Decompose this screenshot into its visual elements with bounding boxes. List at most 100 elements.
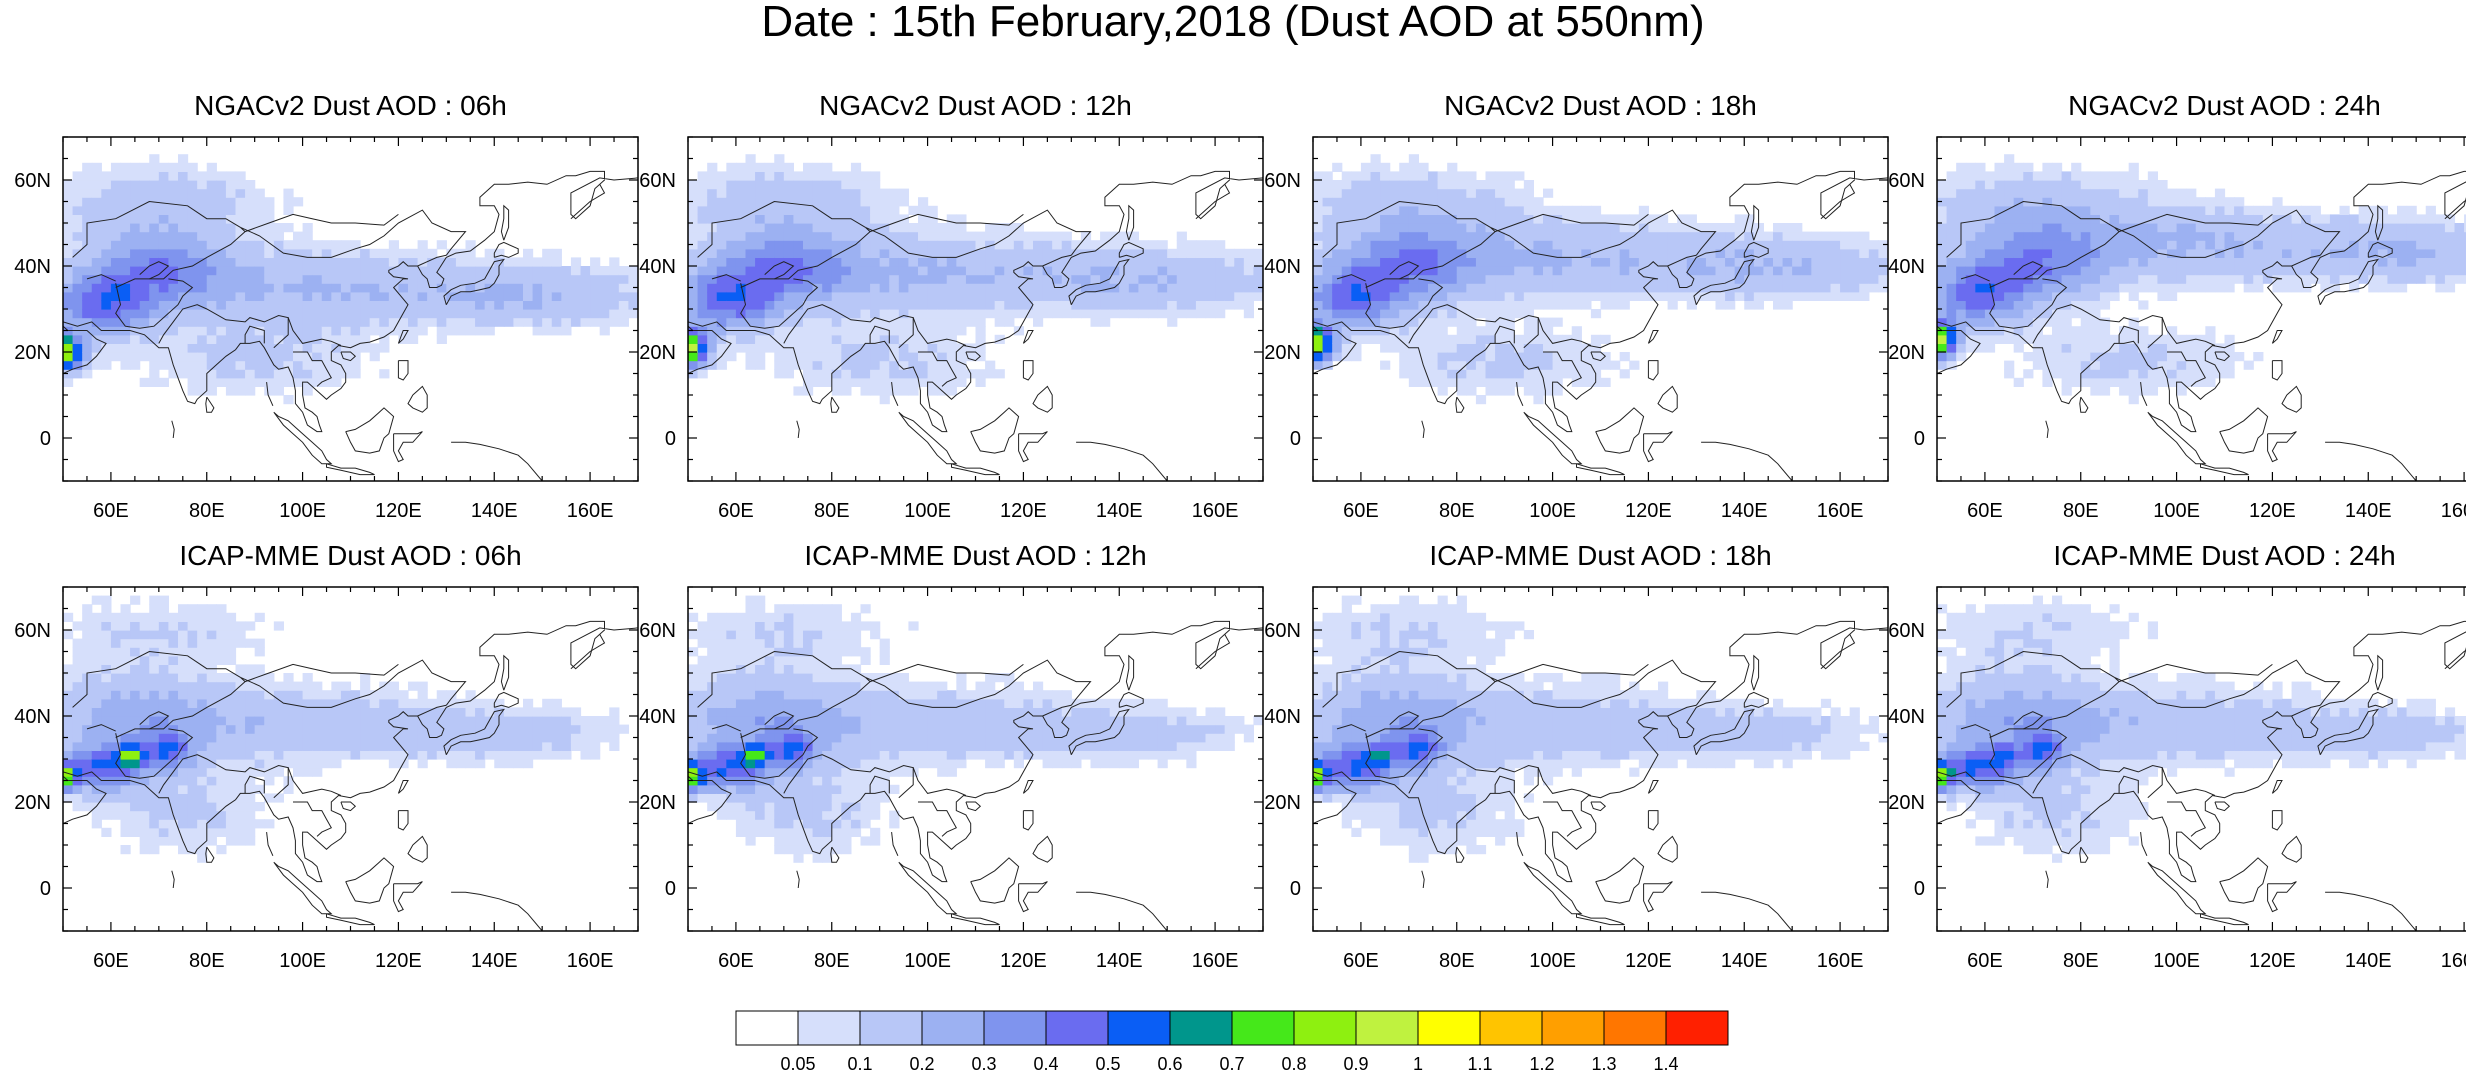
colorbar-swatch (921, 1010, 985, 1046)
coastline (1750, 654, 1760, 691)
lon-tick-label: 80E (189, 950, 225, 972)
coastline (340, 351, 357, 362)
coastline (965, 801, 982, 812)
panel-title: NGACv2 Dust AOD : 18h (1444, 90, 1757, 121)
coastline (1322, 650, 1491, 708)
aod-field (688, 587, 1263, 931)
coastline (2140, 382, 2148, 407)
panel-title: ICAP-MME Dust AOD : 12h (804, 540, 1147, 571)
lon-tick-label: 120E (2249, 950, 2296, 972)
aod-field (1313, 587, 1888, 931)
coastline (2291, 704, 2321, 717)
lat-tick-label: 0 (665, 428, 676, 450)
coastline (266, 382, 274, 407)
coastline (697, 650, 866, 708)
lon-tick-label: 120E (375, 500, 422, 522)
coastline (1068, 258, 1131, 305)
coastline (340, 801, 357, 812)
coastline (951, 913, 1000, 926)
lon-tick-label: 80E (1439, 500, 1475, 522)
coastline (493, 241, 519, 258)
colorbar-label: 0.3 (971, 1054, 996, 1071)
lon-tick-label: 80E (2063, 950, 2099, 972)
lon-tick-label: 100E (279, 500, 326, 522)
colorbar-swatch (1479, 1010, 1543, 1046)
coastline (764, 711, 795, 730)
coastline (1543, 351, 1583, 387)
map-panel-ngac-06h: 60E 80E 100E 120E 140E 160E 0 20N 40N 60N (14, 136, 639, 522)
coastline (2200, 913, 2249, 926)
coastline (2161, 317, 2216, 346)
coastline (1590, 351, 1607, 362)
coastline (1647, 810, 1659, 831)
lon-tick-label: 100E (904, 950, 951, 972)
coastline (1076, 891, 1168, 931)
coastline (244, 213, 399, 233)
coastline (623, 930, 624, 931)
coastline (1590, 801, 1607, 812)
panel-title: ICAP-MME Dust AOD : 06h (179, 540, 522, 571)
coastline (1421, 420, 1425, 439)
lon-tick-label: 60E (1967, 950, 2003, 972)
lon-tick-label: 120E (1625, 500, 1672, 522)
panel-title: ICAP-MME Dust AOD : 24h (2053, 540, 2396, 571)
coastline (2374, 204, 2384, 241)
coastline (2118, 775, 2139, 794)
coastline (1365, 278, 1444, 329)
panel-title: NGACv2 Dust AOD : 12h (819, 90, 1132, 121)
coastline (1068, 708, 1131, 755)
coastline (2267, 431, 2297, 463)
coastline (697, 200, 866, 258)
coastline (1937, 170, 2466, 433)
coastline (2032, 754, 2163, 799)
coastline (869, 663, 1024, 683)
coastline (1643, 431, 1673, 463)
coastline (1248, 480, 1249, 481)
coastline (688, 170, 1263, 433)
coastline (407, 835, 428, 863)
coastline (244, 663, 399, 683)
coastline (688, 309, 732, 374)
coastline (1960, 274, 1990, 282)
coastline (1701, 891, 1793, 931)
coastline (1523, 411, 1583, 465)
lon-tick-label: 100E (2153, 950, 2200, 972)
coastline (912, 767, 967, 796)
coastline (451, 891, 543, 931)
coastline (500, 654, 510, 691)
coastline (740, 728, 819, 779)
coastline (1408, 304, 1539, 349)
coastline (764, 261, 795, 280)
coastline (2271, 810, 2283, 831)
colorbar-label: 0.6 (1157, 1054, 1182, 1071)
coastline (796, 420, 800, 439)
coastline (1693, 258, 1756, 305)
coastline (443, 258, 506, 305)
coastline (688, 759, 732, 824)
coastline (2214, 801, 2231, 812)
coastline (1408, 754, 1539, 799)
lat-tick-label: 40N (639, 706, 676, 728)
lat-tick-label: 20N (1888, 792, 1925, 814)
coastline (2317, 258, 2380, 305)
lon-tick-label: 160E (2441, 950, 2466, 972)
coastline (139, 261, 170, 280)
coastline (1313, 620, 1888, 883)
colorbar-swatch (1355, 1010, 1419, 1046)
lon-tick-label: 80E (1439, 950, 1475, 972)
lat-tick-label: 60N (1264, 170, 1301, 192)
lon-tick-label: 80E (814, 950, 850, 972)
lon-tick-label: 100E (279, 950, 326, 972)
coastline (158, 754, 289, 799)
coastline (417, 254, 447, 267)
coastline (918, 801, 958, 837)
coastline (2317, 708, 2380, 755)
coastline (1537, 317, 1592, 346)
coastline (115, 278, 194, 329)
coastline (345, 407, 395, 454)
coastline (1743, 241, 1769, 258)
lon-tick-label: 140E (471, 500, 518, 522)
lon-tick-label: 60E (1967, 500, 2003, 522)
coastline (63, 759, 107, 824)
coastline (1595, 857, 1645, 904)
